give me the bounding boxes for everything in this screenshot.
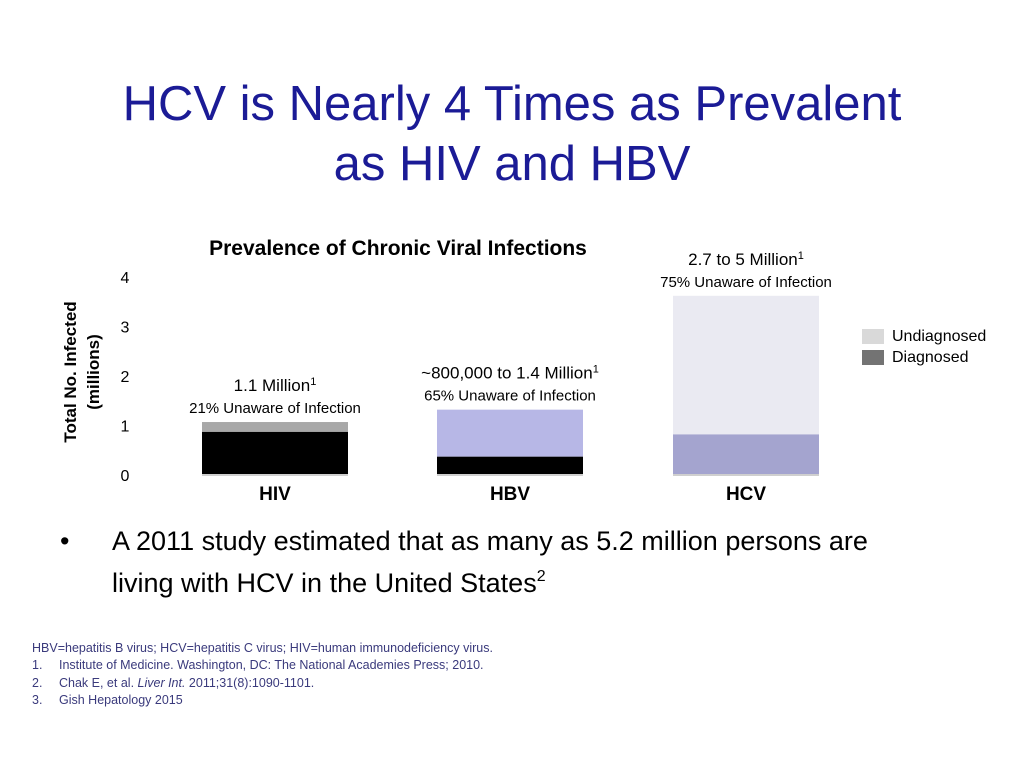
y-tick-label: 0 bbox=[121, 468, 130, 485]
legend: Undiagnosed Diagnosed bbox=[862, 326, 986, 368]
abbreviations: HBV=hepatitis B virus; HCV=hepatitis C v… bbox=[32, 641, 493, 655]
bar-diagnosed-hiv bbox=[202, 431, 348, 474]
footnotes: HBV=hepatitis B virus; HCV=hepatitis C v… bbox=[32, 640, 932, 709]
bullet-text-block: A 2011 study estimated that as many as 5… bbox=[112, 524, 932, 601]
y-tick-label: 3 bbox=[121, 320, 130, 337]
bar-diagnosed-hcv bbox=[673, 434, 819, 474]
annotation-amount: ~800,000 to 1.4 Million1 bbox=[421, 364, 599, 383]
legend-label-undiagnosed: Undiagnosed bbox=[892, 327, 987, 345]
reference-authors: Chak E, et al. bbox=[59, 675, 138, 690]
annotation-amount: 1.1 Million1 bbox=[234, 376, 317, 395]
reference-2: 2. Chak E, et al. Liver Int. 2011;31(8):… bbox=[32, 675, 932, 692]
bullet-text: A 2011 study estimated that as many as 5… bbox=[112, 526, 868, 598]
slide-title-line-1: HCV is Nearly 4 Times as Prevalent bbox=[122, 77, 902, 131]
annotation-citation: 1 bbox=[798, 250, 804, 262]
annotation-citation: 1 bbox=[310, 376, 316, 388]
slide-title: HCV is Nearly 4 Times as Prevalent as HI… bbox=[0, 74, 1024, 194]
x-tick-label: HIV bbox=[259, 484, 291, 505]
bullet-mark: • bbox=[60, 526, 70, 556]
reference-3: 3. Gish Hepatology 2015 bbox=[32, 692, 932, 709]
y-tick-label: 4 bbox=[121, 270, 130, 287]
slide-title-line-2: as HIV and HBV bbox=[333, 137, 691, 191]
reference-details: 2011;31(8):1090-1101. bbox=[185, 675, 315, 690]
reference-text: Gish Hepatology 2015 bbox=[59, 692, 183, 707]
annotation-unaware: 65% Unaware of Infection bbox=[424, 388, 596, 405]
legend-swatch-undiagnosed bbox=[862, 329, 884, 344]
y-tick-label: 2 bbox=[121, 369, 130, 386]
reference-number: 1. bbox=[32, 658, 43, 673]
annotation-unaware: 21% Unaware of Infection bbox=[189, 400, 361, 417]
reference-number: 3. bbox=[32, 692, 43, 707]
bars bbox=[202, 295, 819, 476]
annotation-amount-text: 2.7 to 5 Million bbox=[688, 250, 798, 269]
annotation-citation: 1 bbox=[593, 364, 599, 376]
bullet-point: • A 2011 study estimated that as many as… bbox=[60, 524, 960, 601]
bullet-citation: 2 bbox=[536, 568, 546, 585]
y-axis-label: Total No. Infected (millions) bbox=[61, 301, 103, 442]
reference-journal: Liver Int. bbox=[137, 675, 186, 690]
annotation-unaware: 75% Unaware of Infection bbox=[660, 274, 832, 291]
x-tick-labels: HIV HBV HCV bbox=[259, 484, 766, 505]
legend-swatch-diagnosed bbox=[862, 350, 884, 365]
chart-title: Prevalence of Chronic Viral Infections bbox=[209, 237, 587, 260]
legend-item-diagnosed: Diagnosed bbox=[862, 347, 986, 368]
y-tick-label: 1 bbox=[121, 419, 130, 436]
annotation-amount-text: 1.1 Million bbox=[234, 376, 311, 395]
reference-number: 2. bbox=[32, 675, 43, 690]
annotation-amount: 2.7 to 5 Million1 bbox=[688, 250, 804, 269]
legend-label-diagnosed: Diagnosed bbox=[892, 348, 969, 366]
bar-undiagnosed-hcv bbox=[673, 295, 819, 435]
x-tick-label: HBV bbox=[490, 484, 530, 505]
legend-item-undiagnosed: Undiagnosed bbox=[862, 326, 986, 347]
y-ticks: 0 1 2 3 4 bbox=[121, 270, 130, 485]
reference-text: Chak E, et al. Liver Int. 2011;31(8):109… bbox=[59, 675, 314, 692]
y-axis-label-line-1: Total No. Infected bbox=[61, 301, 80, 442]
bar-undiagnosed-hiv bbox=[202, 422, 348, 432]
bar-undiagnosed-hbv bbox=[437, 409, 583, 457]
reference-1: 1. Institute of Medicine. Washington, DC… bbox=[32, 657, 932, 674]
y-axis-label-line-2: (millions) bbox=[84, 334, 103, 410]
bar-diagnosed-hbv bbox=[437, 456, 583, 474]
annotation-amount-text: ~800,000 to 1.4 Million bbox=[421, 364, 593, 383]
reference-text: Institute of Medicine. Washington, DC: T… bbox=[59, 658, 484, 673]
x-tick-label: HCV bbox=[726, 484, 766, 505]
